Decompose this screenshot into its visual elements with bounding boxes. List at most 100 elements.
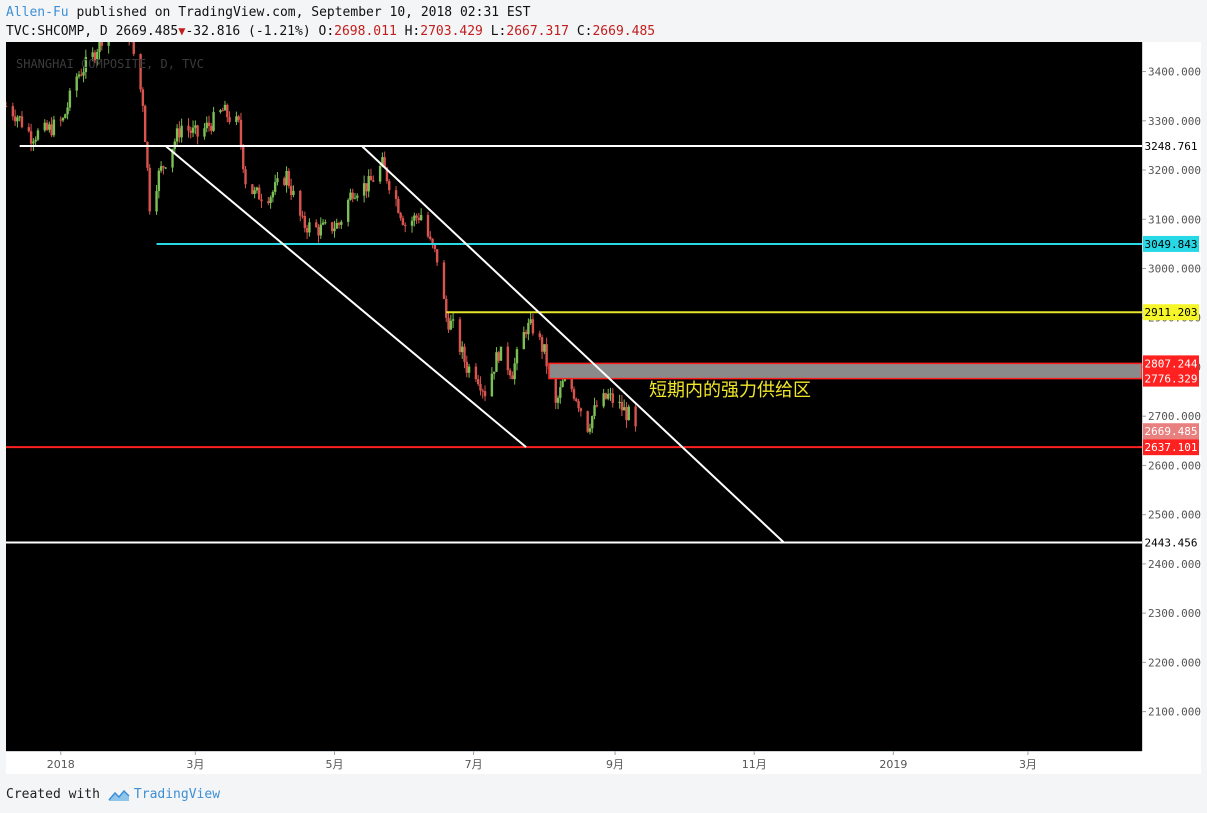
candle-body	[461, 346, 464, 353]
candle-body	[317, 227, 320, 236]
level-price-label: 3049.843	[1145, 238, 1198, 251]
chart-area[interactable]: SHANGHAI COMPOSITE, D, TVC 短期内的强力供给区 340…	[4, 0, 1201, 774]
candle-body	[458, 319, 462, 353]
candle-body	[237, 116, 240, 120]
candle-body	[45, 122, 49, 130]
time-axis[interactable]	[6, 751, 1142, 774]
candle-body	[212, 112, 215, 131]
candle-body	[244, 169, 247, 185]
x-tick-label: 3月	[186, 758, 204, 771]
candle-body	[13, 116, 17, 122]
candle-body	[365, 183, 368, 192]
symbol-bar: TVC:SHCOMP, D 2669.485▼-32.816 (-1.21%) …	[6, 24, 655, 39]
candle-body	[132, 36, 135, 54]
candle-body	[59, 119, 62, 121]
candle-body	[61, 118, 65, 121]
candle-body	[80, 74, 83, 76]
y-tick-label: 2600.000	[1148, 459, 1201, 472]
level-price-label: 2911.203	[1145, 306, 1198, 319]
price-axis[interactable]	[1142, 42, 1201, 774]
candle-body	[540, 337, 544, 352]
zone-top-label-bg	[1143, 355, 1199, 372]
open-label: O:	[318, 24, 335, 39]
candle-body	[308, 222, 311, 233]
tradingview-link[interactable]: TradingView	[133, 787, 221, 802]
candle-body	[189, 130, 192, 133]
candle-body	[609, 393, 612, 395]
zone-bottom-label: 2776.329	[1145, 373, 1198, 386]
candle-body	[497, 352, 500, 361]
candle-body	[388, 181, 391, 191]
candle-body	[96, 51, 99, 61]
candle-body	[235, 116, 238, 122]
low-label: L:	[490, 24, 507, 39]
candle-body	[356, 195, 359, 198]
candle-body	[43, 122, 46, 131]
candle-body	[593, 405, 596, 417]
candle-body	[221, 110, 224, 112]
candle-body	[303, 215, 307, 228]
candle-body	[367, 176, 370, 192]
candle-body	[315, 222, 318, 228]
candle-body	[337, 222, 341, 225]
open-value: 2698.011	[334, 24, 397, 39]
candle-body	[492, 371, 496, 374]
publish-header: Allen-Fu published on TradingView.com, S…	[6, 5, 530, 20]
price-labels: 3248.761 3049.843 2911.203 2637.101 2443.456…	[1143, 138, 1199, 551]
candle-body	[474, 366, 478, 380]
level-price-label-bg	[1143, 534, 1199, 551]
candle-body	[481, 390, 484, 392]
candle-body	[483, 391, 487, 397]
candle-body	[171, 148, 174, 168]
candle-body	[255, 187, 259, 191]
candle-body	[490, 373, 494, 397]
y-tick-label: 3000.000	[1148, 262, 1201, 275]
candle-body	[588, 428, 592, 432]
candle-body	[239, 119, 243, 146]
candle-body	[369, 176, 373, 181]
candle-body	[324, 222, 327, 224]
candle-body	[271, 191, 275, 198]
candle-body	[242, 145, 245, 170]
tradingview-logo-icon	[108, 789, 130, 801]
candle-body	[107, 23, 110, 46]
y-tick-label: 3100.000	[1148, 213, 1201, 226]
candle-body	[394, 190, 398, 199]
price-chart[interactable]: SHANGHAI COMPOSITE, D, TVC 短期内的强力供给区 340…	[4, 0, 1201, 774]
candle-body	[20, 116, 24, 128]
x-tick-label: 3月	[1019, 758, 1037, 771]
candle-body	[545, 344, 548, 367]
candle-body	[34, 139, 37, 142]
candle-body	[559, 387, 562, 398]
y-tick-label: 2500.000	[1148, 509, 1201, 522]
last-price: 2669.485	[115, 24, 179, 39]
change-value: -32.816 (-1.21%)	[185, 24, 311, 39]
candle-body	[627, 406, 630, 421]
high-label: H:	[404, 24, 421, 39]
candle-body	[618, 401, 621, 404]
created-with-text: Created with	[6, 787, 100, 802]
candle-body	[157, 170, 161, 192]
level-price-label-bg	[1143, 138, 1199, 155]
candle-body	[273, 182, 277, 192]
candle-body	[29, 131, 33, 144]
candle-body	[622, 407, 626, 411]
candle-body	[100, 37, 104, 46]
candle-body	[435, 249, 439, 263]
candle-body	[426, 215, 430, 237]
zone-annotation: 短期内的强力供给区	[649, 380, 811, 401]
candle-body	[75, 76, 78, 91]
y-tick-label: 3300.000	[1148, 115, 1201, 128]
candle-body	[91, 52, 94, 57]
candle-body	[258, 187, 261, 200]
level-price-label-bg	[1143, 439, 1199, 456]
candle-body	[413, 215, 416, 221]
candle-body	[429, 236, 432, 239]
candle-body	[417, 217, 421, 221]
candle-body	[269, 197, 272, 203]
author-link[interactable]: Allen-Fu	[6, 5, 69, 20]
candle-body	[66, 107, 69, 115]
candle-body	[194, 125, 197, 128]
candle-body	[604, 393, 608, 399]
candle-body	[210, 125, 213, 131]
